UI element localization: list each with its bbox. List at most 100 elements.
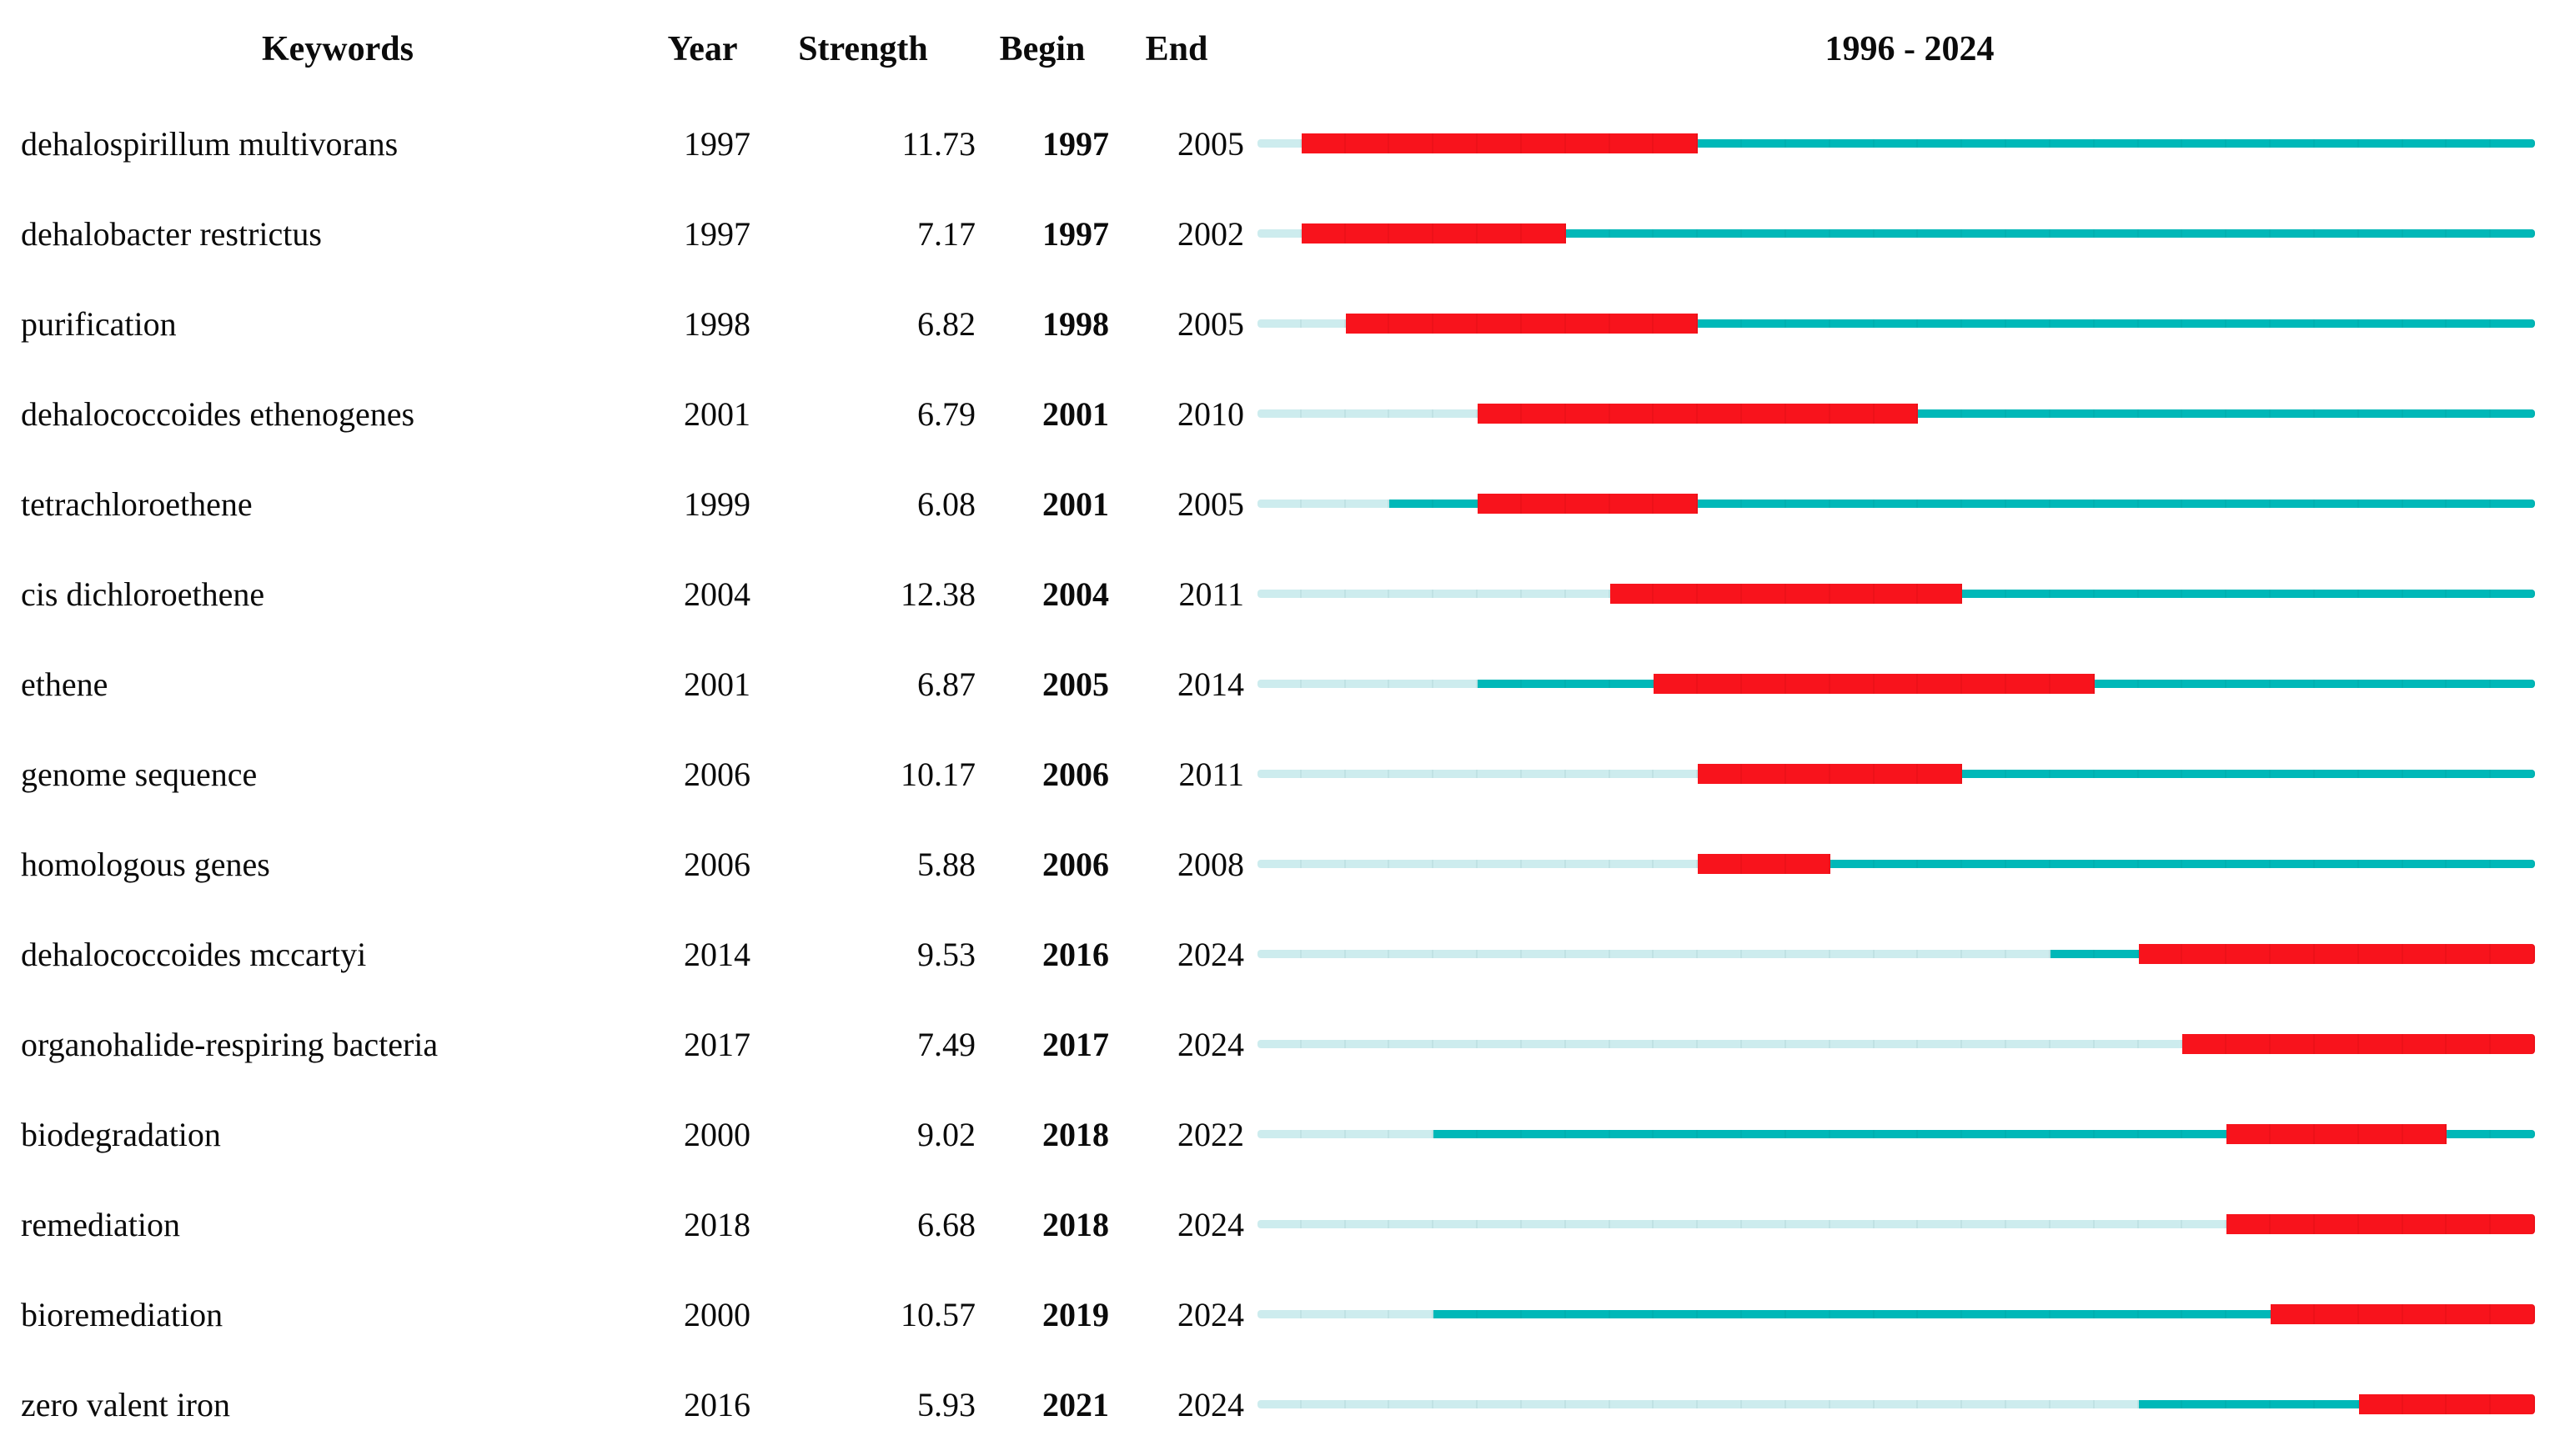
year-segment-2009	[1830, 319, 1875, 328]
year-segment-1997	[1301, 860, 1346, 868]
year-segment-2009	[1830, 229, 1875, 238]
year-segment-2022	[2402, 860, 2447, 868]
end-value: 2024	[1177, 935, 1244, 973]
year-segment-2010	[1874, 1400, 1919, 1408]
year-segment-2014	[2050, 139, 2095, 148]
year-segment-2006	[1698, 1040, 1743, 1048]
keyword-label: homologous genes	[21, 845, 270, 883]
year-segment-2005	[1654, 494, 1699, 514]
year-segment-2003	[1565, 1040, 1610, 1048]
year-segment-2012	[1962, 860, 2007, 868]
strength-value: 7.49	[917, 1025, 976, 1063]
strength-value: 7.17	[917, 214, 976, 253]
year-segment-2006	[1698, 1400, 1743, 1408]
end-value: 2024	[1177, 1025, 1244, 1063]
year-segment-2011	[1918, 950, 1963, 958]
year-segment-2009	[1830, 404, 1875, 424]
column-header-year: Year	[667, 30, 738, 68]
year-segment-2022	[2402, 590, 2447, 598]
year-segment-2017	[2182, 680, 2227, 688]
year-segment-2017	[2182, 590, 2227, 598]
year-segment-2014	[2050, 229, 2095, 238]
year-segment-1998	[1345, 223, 1390, 244]
year-segment-2004	[1609, 1130, 1654, 1138]
year-segment-1997	[1301, 319, 1346, 328]
begin-value: 2004	[1042, 575, 1109, 613]
year-segment-2008	[1785, 674, 1830, 694]
year-segment-2024	[2491, 229, 2536, 238]
year-segment-2004	[1609, 1220, 1654, 1228]
year-segment-2012	[1962, 1400, 2007, 1408]
year-segment-2018	[2226, 944, 2271, 964]
end-value: 2005	[1177, 124, 1244, 163]
year-segment-1996	[1257, 860, 1302, 868]
year-segment-2014	[2050, 1400, 2095, 1408]
year-segment-2015	[2094, 860, 2139, 868]
year-segment-2014	[2050, 860, 2095, 868]
year-segment-2016	[2138, 500, 2183, 508]
year-segment-2008	[1785, 764, 1830, 784]
year-segment-2009	[1830, 1310, 1875, 1318]
year-segment-2015	[2094, 409, 2139, 418]
keyword-label: remediation	[21, 1205, 181, 1243]
year-segment-2015	[2094, 770, 2139, 778]
year-segment-2009	[1830, 1130, 1875, 1138]
year-segment-1997	[1301, 770, 1346, 778]
year-segment-2001	[1478, 494, 1522, 514]
year-segment-2003	[1565, 1220, 1610, 1228]
keyword-row: zero valent iron 2016 5.93 2021 2024	[0, 1359, 2575, 1449]
column-header-end: End	[1145, 30, 1208, 68]
year-segment-2009	[1830, 764, 1875, 784]
year-segment-2002	[1521, 1220, 1566, 1228]
year-segment-1996	[1257, 1400, 1302, 1408]
year-segment-2003	[1565, 494, 1610, 514]
year-value: 1998	[684, 304, 750, 343]
year-segment-2021	[2358, 1304, 2403, 1324]
year-segment-2003	[1565, 229, 1610, 238]
year-segment-2019	[2271, 680, 2315, 688]
timeline-cell	[1244, 279, 2575, 369]
year-segment-2004	[1609, 133, 1654, 153]
year-segment-2015	[2094, 1400, 2139, 1408]
year-segment-2022	[2402, 409, 2447, 418]
begin-value: 2021	[1042, 1385, 1109, 1423]
year-segment-2009	[1830, 674, 1875, 694]
year-segment-2004	[1609, 1400, 1654, 1408]
year-segment-2021	[2358, 139, 2403, 148]
year-segment-2020	[2314, 680, 2359, 688]
begin-value: 2001	[1042, 394, 1109, 433]
timeline-cell	[1244, 188, 2575, 279]
strength-value: 12.38	[901, 575, 976, 613]
timeline-cell	[1244, 639, 2575, 729]
year-segment-1996	[1257, 500, 1302, 508]
year-segment-1999	[1389, 314, 1434, 334]
year-segment-2021	[2358, 409, 2403, 418]
year-segment-2007	[1742, 404, 1786, 424]
year-segment-1998	[1345, 409, 1390, 418]
end-value: 2024	[1177, 1295, 1244, 1333]
year-segment-2016	[2138, 770, 2183, 778]
burst-timeline-bar	[1257, 937, 2536, 971]
year-segment-2010	[1874, 1130, 1919, 1138]
year-segment-2008	[1785, 139, 1830, 148]
year-segment-2000	[1433, 133, 1478, 153]
timeline-cell	[1244, 549, 2575, 639]
year-segment-2011	[1918, 1040, 1963, 1048]
year-value: 2014	[684, 935, 750, 973]
year-segment-2019	[2271, 590, 2315, 598]
year-segment-2014	[2050, 1040, 2095, 1048]
burst-timeline-bar	[1257, 217, 2536, 250]
rows-container: dehalospirillum multivorans 1997 11.73 1…	[0, 98, 2575, 1456]
year-segment-2003	[1565, 314, 1610, 334]
year-segment-2007	[1742, 764, 1786, 784]
year-segment-2018	[2226, 139, 2271, 148]
year-segment-2012	[1962, 409, 2007, 418]
year-segment-1997	[1301, 950, 1346, 958]
year-segment-2010	[1874, 229, 1919, 238]
year-segment-2008	[1785, 1220, 1830, 1228]
year-segment-2006	[1698, 584, 1743, 604]
year-segment-2000	[1433, 680, 1478, 688]
burst-timeline-bar	[1257, 1388, 2536, 1421]
year-segment-2014	[2050, 1310, 2095, 1318]
year-segment-2019	[2271, 860, 2315, 868]
